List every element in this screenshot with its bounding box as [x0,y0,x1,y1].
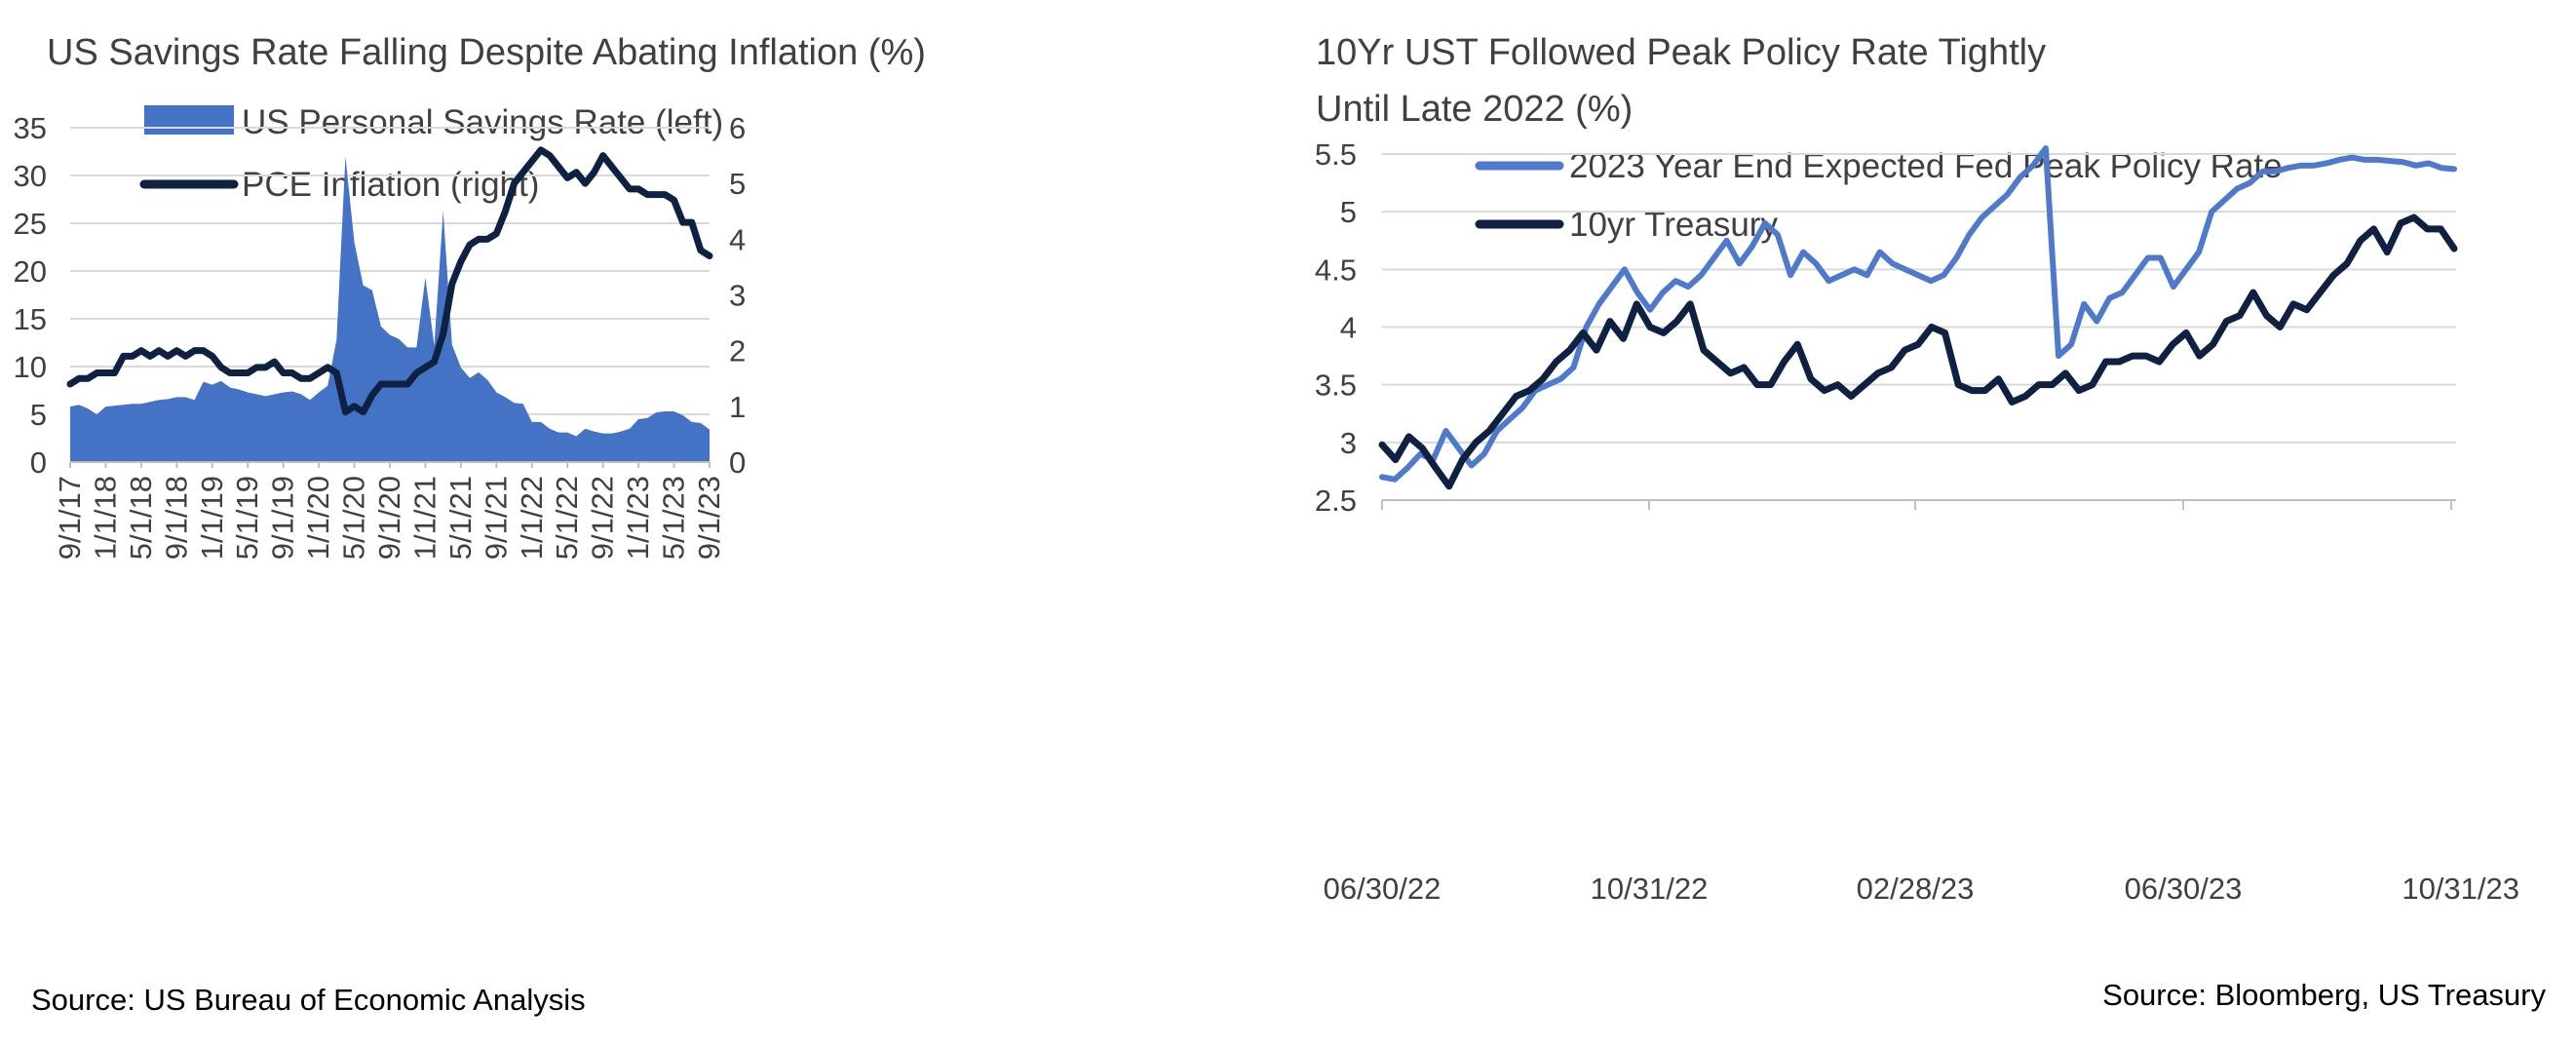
right-y-tick-label-4: 4.5 [1315,252,1357,287]
right-y-tick-label-6: 5.5 [1315,137,1357,172]
right-axis-tick-label-3: 3 [729,279,746,313]
pce-line-series [66,146,713,416]
left-x-tick-label-10: 1/1/21 [407,476,442,560]
left-y-tick-label-3: 15 [14,302,47,336]
left-x-tick-label-7: 1/1/20 [301,476,335,560]
left-chart-title: US Savings Rate Falling Despite Abating … [47,32,926,73]
legend-label-fed: 2023 Year End Expected Fed Peak Policy R… [1569,147,2283,185]
right-axis-tick-label-4: 4 [729,222,746,256]
left-x-tick-label-4: 1/1/19 [195,476,229,560]
source-right: Source: Bloomberg, US Treasury [2102,978,2546,1012]
savings-area [70,156,710,462]
left-x-tick-label-11: 5/1/21 [443,476,478,560]
right-y-ticks: 2.5 3 3.5 4 4.5 5 5.5 [1315,137,1357,518]
fed-peak-rate-line [1379,145,2457,483]
right-axis-tick-label-0: 0 [729,446,746,480]
left-x-tick-label-13: 1/1/22 [515,476,549,560]
right-y-tick-label-3: 4 [1340,311,1357,345]
right-x-ticks: 06/30/22 10/31/22 02/28/23 06/30/23 10/31/23 [1324,500,2519,906]
right-y-tick-label-5: 5 [1340,195,1357,229]
right-x-tick-label-2: 02/28/23 [1857,872,1975,906]
left-y-tick-label-5: 25 [14,207,47,241]
left-x-tick-label-16: 1/1/23 [621,476,655,560]
right-chart-title-line2: Until Late 2022 (%) [1316,89,1633,130]
legend-label-pce: PCE Inflation (right) [242,166,539,204]
left-y-tick-label-7: 35 [14,111,47,145]
left-x-tick-label-9: 9/1/20 [372,476,406,560]
pce-line [66,146,713,416]
left-chart: US Savings Rate Falling Despite Abating … [14,32,926,560]
right-x-tick-label-1: 10/31/22 [1591,872,1709,906]
right-line-series [1378,145,2458,490]
right-legend: 2023 Year End Expected Fed Peak Policy R… [1475,147,2283,244]
left-x-tick-label-1: 1/1/18 [88,476,122,560]
left-y-tick-label-2: 10 [14,350,47,384]
legend-swatch-savings [144,105,234,135]
right-x-tick-label-3: 06/30/23 [2125,872,2243,906]
left-x-tick-label-3: 9/1/18 [159,476,193,560]
right-y-tick-label-1: 3 [1340,426,1357,460]
left-x-tick-label-17: 5/1/23 [657,476,691,560]
left-y-tick-label-6: 30 [14,159,47,193]
right-y-tick-label-2: 3.5 [1315,368,1357,403]
right-axis-tick-label-2: 2 [729,334,746,368]
left-y-tick-label-4: 20 [14,254,47,289]
left-x-tick-label-6: 9/1/19 [266,476,300,560]
left-x-tick-label-14: 5/1/22 [550,476,584,560]
left-x-tick-label-18: 9/1/23 [692,476,726,560]
right-axis-tick-label-5: 5 [729,167,746,201]
left-y-left-ticks: 0 5 10 15 20 25 30 35 [14,111,47,480]
left-y-right-ticks: 0 1 2 3 4 5 6 [729,111,746,480]
right-chart: 10Yr UST Followed Peak Policy Rate Tight… [1315,32,2519,906]
left-y-tick-label-0: 0 [30,446,47,480]
left-legend: US Personal Savings Rate (left) PCE Infl… [139,103,723,204]
left-x-tick-label-5: 5/1/19 [230,476,264,560]
left-y-tick-label-1: 5 [30,398,47,432]
right-x-tick-label-0: 06/30/22 [1324,872,1442,906]
right-chart-title-line1: 10Yr UST Followed Peak Policy Rate Tight… [1316,32,2046,73]
legend-label-savings: US Personal Savings Rate (left) [242,103,723,141]
right-axis-tick-label-6: 6 [729,111,746,145]
left-x-tick-label-15: 9/1/22 [586,476,620,560]
savings-area-series [70,156,710,462]
treasury-10yr-line [1378,213,2458,490]
right-axis-tick-label-1: 1 [729,390,746,424]
left-x-tick-label-2: 5/1/18 [124,476,158,560]
left-x-tick-label-0: 9/1/17 [53,476,87,560]
left-x-ticks: 9/1/17 1/1/18 5/1/18 9/1/18 1/1/19 5/1/19 9/1/… [53,462,726,560]
right-gridlines [1382,153,2456,444]
right-x-tick-label-4: 10/31/23 [2402,872,2519,906]
left-x-tick-label-12: 9/1/21 [479,476,513,560]
right-y-tick-label-0: 2.5 [1315,484,1357,518]
left-x-tick-label-8: 5/1/20 [337,476,371,560]
source-left: Source: US Bureau of Economic Analysis [31,983,586,1017]
